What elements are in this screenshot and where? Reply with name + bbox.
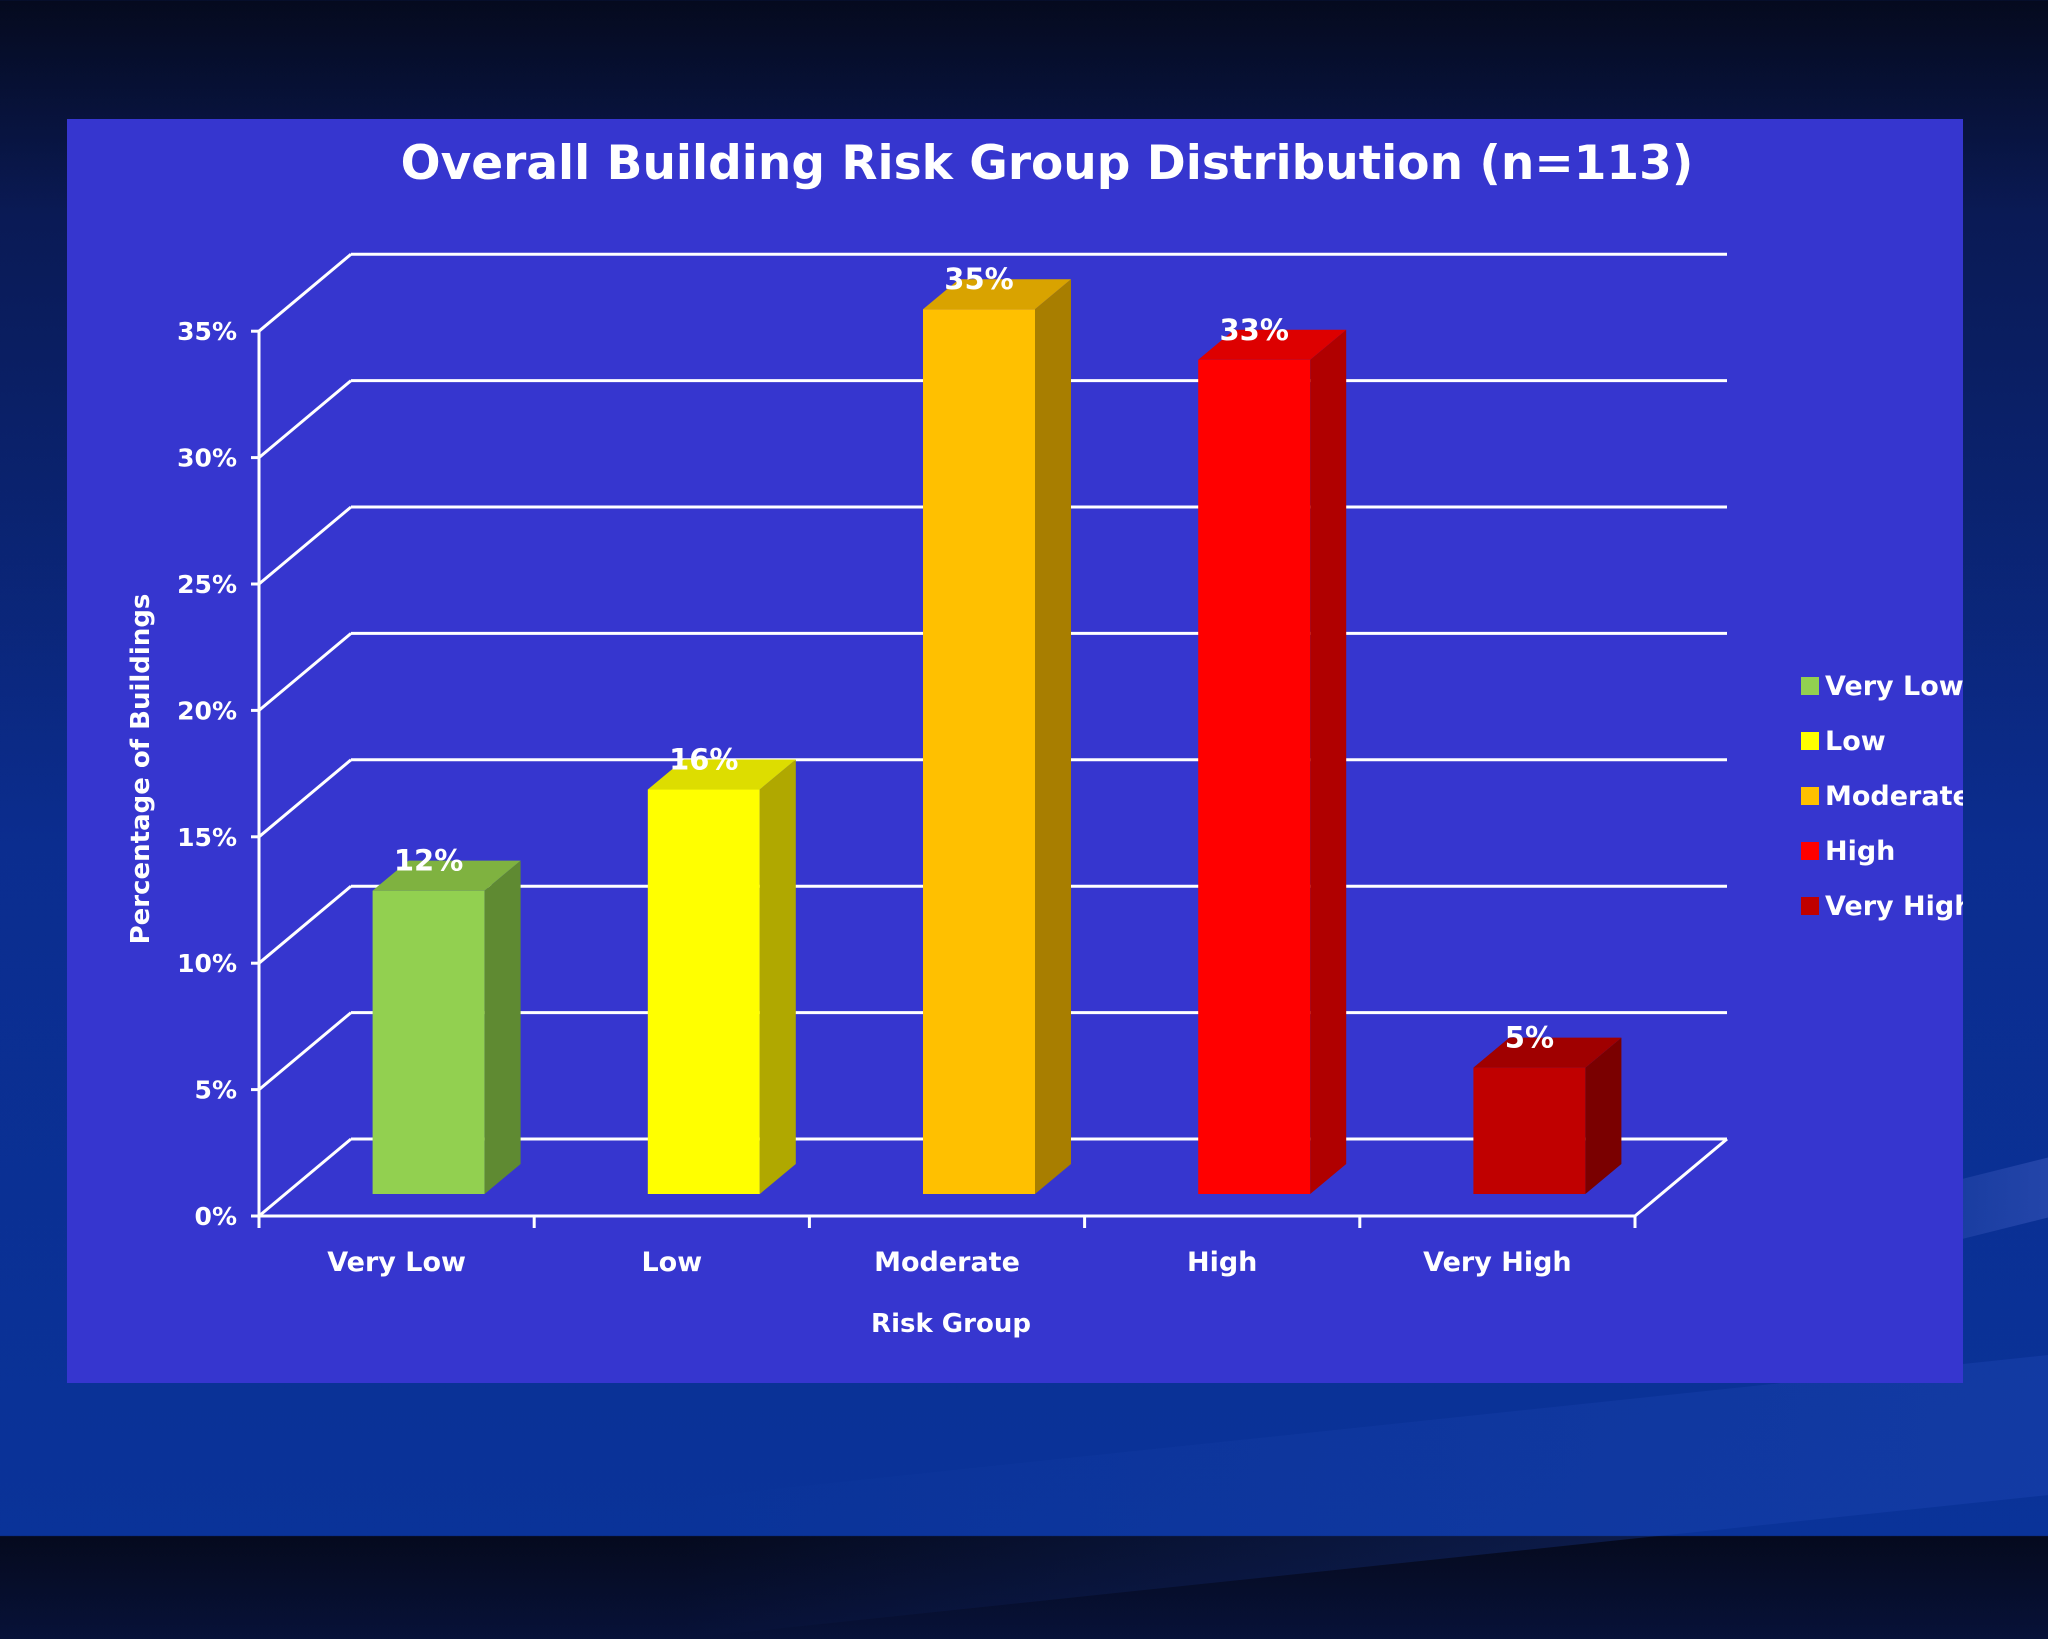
legend-swatch bbox=[1801, 787, 1819, 805]
legend-swatch bbox=[1801, 897, 1819, 915]
x-tick-label: Low bbox=[641, 1247, 702, 1278]
legend-label: Very High bbox=[1825, 891, 1963, 922]
y-tick-label: 5% bbox=[195, 1076, 237, 1105]
background-swoosh-lower bbox=[680, 1341, 2048, 1639]
legend-label: Very Low bbox=[1825, 671, 1963, 702]
bar-very-high bbox=[1473, 1037, 1622, 1194]
legend-swatch bbox=[1801, 677, 1819, 695]
y-tick-label: 30% bbox=[177, 444, 237, 473]
bar-top bbox=[1198, 329, 1347, 360]
data-label: 35% bbox=[944, 262, 1013, 296]
wall-gridline-diagonal bbox=[258, 885, 352, 965]
legend-swatch bbox=[1801, 842, 1819, 860]
chart-title: Overall Building Risk Group Distribution… bbox=[401, 136, 1694, 191]
bar-low bbox=[647, 759, 796, 1194]
bar-front bbox=[372, 890, 485, 1194]
x-tick-label: Moderate bbox=[874, 1247, 1020, 1278]
bar-top bbox=[372, 860, 521, 891]
bar-front bbox=[647, 789, 760, 1194]
legend-label: Moderate bbox=[1825, 781, 1963, 812]
bar-side bbox=[1585, 1037, 1622, 1194]
x-tick-label: High bbox=[1187, 1247, 1257, 1278]
y-tick-label: 35% bbox=[177, 317, 237, 346]
y-tick-label: 10% bbox=[177, 949, 237, 978]
data-label: 16% bbox=[669, 743, 738, 777]
wall-gridline-diagonal bbox=[258, 758, 352, 838]
bar-front bbox=[1198, 359, 1311, 1194]
y-tick-label: 25% bbox=[177, 570, 237, 599]
bar-top bbox=[923, 279, 1071, 310]
chart: Overall Building Risk Group Distribution… bbox=[126, 136, 1963, 1339]
y-tick-label: 0% bbox=[195, 1202, 237, 1231]
bar-top bbox=[1473, 1037, 1622, 1068]
data-label: 5% bbox=[1505, 1021, 1554, 1055]
bar-top bbox=[647, 759, 796, 790]
bar-front bbox=[1473, 1067, 1586, 1194]
y-tick-label: 20% bbox=[177, 696, 237, 725]
y-tick-label: 15% bbox=[177, 823, 237, 852]
bar-side bbox=[484, 860, 521, 1194]
x-axis-title: Risk Group bbox=[871, 1309, 1031, 1339]
wall-gridline-diagonal bbox=[258, 253, 352, 333]
bar-front bbox=[923, 309, 1035, 1194]
legend-swatch bbox=[1801, 732, 1819, 750]
bar-side bbox=[1310, 329, 1347, 1194]
x-tick-label: Very Low bbox=[327, 1247, 466, 1278]
legend-label: Low bbox=[1825, 726, 1886, 757]
bar-very-low bbox=[372, 860, 521, 1194]
wall-gridline-diagonal bbox=[258, 1137, 352, 1218]
bar-high bbox=[1198, 329, 1347, 1194]
legend-label: High bbox=[1825, 836, 1895, 867]
wall-gridline-diagonal bbox=[258, 379, 352, 459]
floor-right-edge bbox=[1634, 1137, 1728, 1218]
chart-panel: Overall Building Risk Group Distribution… bbox=[67, 119, 1963, 1383]
bar-side bbox=[1035, 279, 1071, 1194]
x-tick-label: Very High bbox=[1423, 1247, 1571, 1278]
wall-gridline-diagonal bbox=[258, 632, 352, 712]
bar-side bbox=[759, 759, 796, 1194]
data-label: 33% bbox=[1219, 313, 1288, 347]
bar-moderate bbox=[923, 279, 1071, 1194]
wall-gridline-diagonal bbox=[258, 505, 352, 586]
y-axis-title: Percentage of Buildings bbox=[126, 594, 156, 945]
data-label: 12% bbox=[394, 844, 463, 878]
wall-gridline-diagonal bbox=[258, 1011, 352, 1091]
